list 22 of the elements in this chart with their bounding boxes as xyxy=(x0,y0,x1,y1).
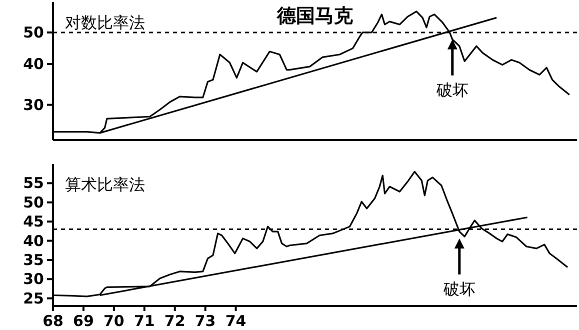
annotation: 算术比率法 xyxy=(65,175,145,194)
x-tick-label: 73 xyxy=(194,312,216,330)
y-tick-label: 25 xyxy=(23,289,44,308)
chart-title: 德国马克 xyxy=(276,5,353,27)
x-tick-label: 74 xyxy=(225,312,246,330)
y-tick-label: 40 xyxy=(23,232,44,250)
y-tick-label: 50 xyxy=(23,23,44,42)
y-tick-label: 35 xyxy=(23,250,44,269)
x-tick-label: 70 xyxy=(103,312,124,330)
y-tick-label: 30 xyxy=(23,96,44,114)
x-tick-label: 69 xyxy=(73,312,94,330)
x-tick-label: 68 xyxy=(42,312,64,330)
y-tick-label: 30 xyxy=(23,270,44,288)
annotation: 破坏 xyxy=(442,279,476,298)
y-tick-label: 55 xyxy=(23,174,44,192)
y-tick-label: 40 xyxy=(23,55,44,74)
annotation: 对数比率法 xyxy=(65,13,145,32)
x-tick-label: 72 xyxy=(164,312,186,330)
y-tick-label: 45 xyxy=(23,212,44,231)
x-tick-label: 71 xyxy=(134,312,155,330)
annotation: 破坏 xyxy=(435,80,468,100)
y-tick-label: 50 xyxy=(23,193,44,212)
